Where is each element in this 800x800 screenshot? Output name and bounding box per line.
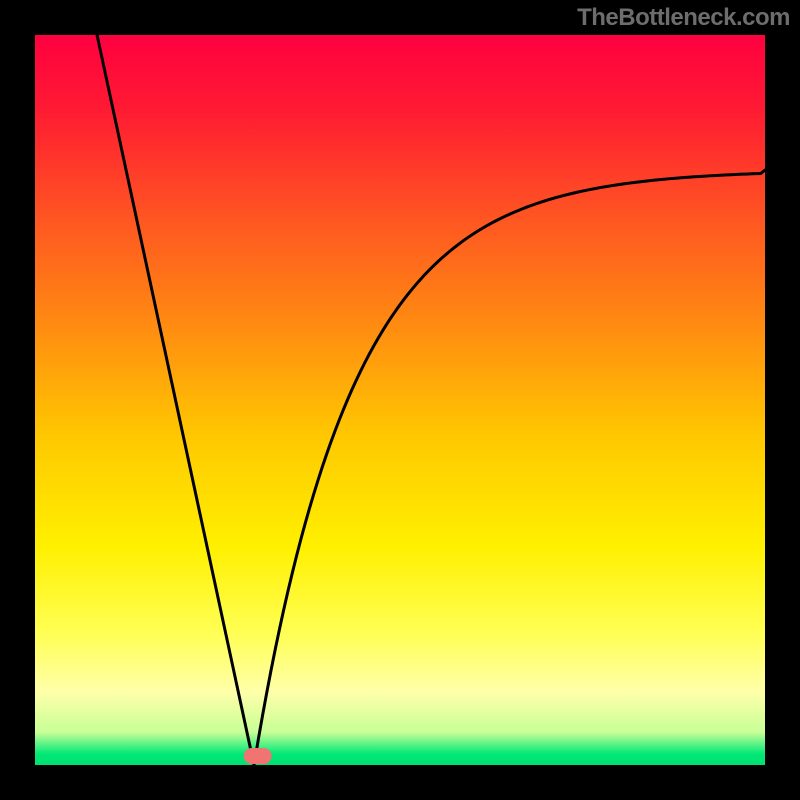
optimal-marker [244,748,272,764]
chart-background-gradient [35,35,765,765]
watermark-text: TheBottleneck.com [577,4,790,32]
bottleneck-chart [0,0,800,800]
chart-container: TheBottleneck.com [0,0,800,800]
